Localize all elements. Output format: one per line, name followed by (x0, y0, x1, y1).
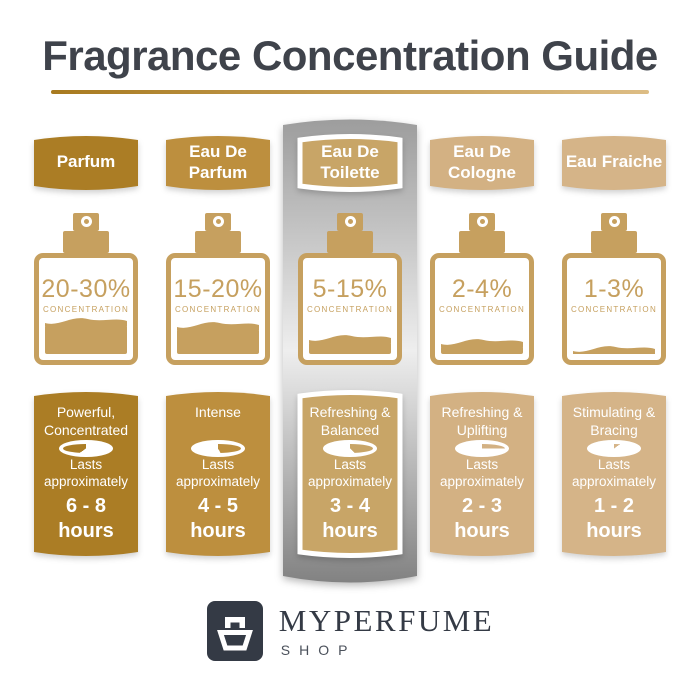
scent-quality: Intense (195, 403, 241, 420)
perfume-bottle-illustration: 15-20% CONCENTRATION (166, 212, 270, 365)
scent-quality: Refreshing & Balanced (309, 403, 391, 438)
spray-nozzle-icon (469, 212, 495, 231)
category-badge: Eau De Cologne (429, 131, 535, 195)
clock-pie-icon (455, 439, 509, 457)
scent-quality: Powerful, Concentrated (43, 403, 129, 438)
title-underline (51, 89, 649, 94)
clock-pie-icon (59, 439, 113, 457)
duration-card: Powerful, Concentrated Lasts approximate… (33, 388, 139, 560)
concentration-range: 20-30% (41, 274, 131, 303)
brand-logo-icon (206, 600, 263, 661)
column-eau-de-toilette: Eau De Toilette 5-15% CONCENTRATION Refr… (284, 131, 416, 560)
card-shape (166, 391, 270, 556)
liquid-fill (573, 345, 655, 354)
bottle-neck (591, 230, 637, 253)
badge-shape (562, 135, 666, 190)
concentration-range: 1-3% (583, 274, 645, 303)
lasts-label: Lasts approximately (571, 456, 657, 489)
concentration-label: CONCENTRATION (306, 304, 394, 314)
column-eau-de-parfum: Eau De Parfum 15-20% CONCENTRATION Inten… (152, 131, 284, 560)
column-parfum: Parfum 20-30% CONCENTRATION Powerful, Co… (20, 131, 152, 560)
card-shape (430, 391, 534, 556)
brand-name: MYPERFUME (278, 603, 495, 638)
badge-shape (430, 135, 534, 190)
column-eau-fraiche: Eau Fraiche 1-3% CONCENTRATION Stimulati… (548, 131, 680, 560)
perfume-bottle-illustration: 1-3% CONCENTRATION (562, 212, 666, 365)
spray-nozzle-icon (205, 212, 231, 231)
card-shape (34, 391, 138, 556)
column-eau-de-cologne: Eau De Cologne 2-4% CONCENTRATION Refres… (416, 131, 548, 560)
lasts-label: Lasts approximately (439, 456, 525, 489)
category-label: Eau Fraiche (565, 152, 663, 172)
bottle-body: 15-20% CONCENTRATION (166, 252, 270, 365)
duration-value: 2 - 3 hours (454, 494, 510, 542)
lasts-label: Lasts approximately (307, 456, 393, 489)
lasts-label: Lasts approximately (43, 456, 129, 489)
duration-card: Intense Lasts approximately 4 - 5 hours (165, 388, 271, 560)
category-label: Eau De Cologne (448, 141, 516, 182)
bottle-neck (195, 230, 241, 253)
scent-quality: Stimulating & Bracing (572, 403, 656, 438)
bottle-neck (459, 230, 505, 253)
duration-card: Stimulating & Bracing Lasts approximatel… (561, 388, 667, 560)
concentration-label: CONCENTRATION (438, 304, 526, 314)
duration-value: 6 - 8 hours (58, 494, 114, 542)
category-badge: Eau Fraiche (561, 131, 667, 195)
perfume-bottle-illustration: 2-4% CONCENTRATION (430, 212, 534, 365)
spray-nozzle-icon (337, 212, 363, 231)
perfume-bottle-illustration: 20-30% CONCENTRATION (34, 212, 138, 365)
bottle-body: 2-4% CONCENTRATION (430, 252, 534, 365)
bottle-body: 5-15% CONCENTRATION (298, 252, 402, 365)
scent-quality: Refreshing & Uplifting (441, 403, 523, 438)
concentration-range: 2-4% (451, 274, 513, 303)
liquid-fill (177, 321, 259, 354)
card-shape (297, 389, 403, 558)
brand-subtitle: SHOP (280, 642, 357, 658)
liquid-fill (309, 334, 391, 354)
duration-value: 4 - 5 hours (190, 494, 246, 542)
duration-value: 3 - 4 hours (322, 494, 378, 542)
concentration-label: CONCENTRATION (42, 304, 130, 314)
clock-pie-icon (587, 439, 641, 457)
badge-shape (34, 135, 138, 190)
page-title: Fragrance Concentration Guide (42, 32, 658, 79)
header: Fragrance Concentration Guide (0, 0, 700, 94)
duration-card: Refreshing & Balanced Lasts approximatel… (297, 388, 403, 560)
concentration-label: CONCENTRATION (570, 304, 658, 314)
bottle-body: 1-3% CONCENTRATION (562, 252, 666, 365)
columns-grid: Parfum 20-30% CONCENTRATION Powerful, Co… (20, 131, 680, 560)
category-badge: Parfum (33, 131, 139, 195)
footer-brand: MYPERFUME SHOP (0, 600, 700, 662)
liquid-fill (45, 317, 127, 354)
bottle-body: 20-30% CONCENTRATION (34, 252, 138, 365)
badge-shape (297, 133, 403, 192)
spray-nozzle-icon (73, 212, 99, 231)
card-shape (562, 391, 666, 556)
category-badge: Eau De Toilette (297, 131, 403, 195)
spray-nozzle-icon (601, 212, 627, 231)
concentration-range: 5-15% (312, 274, 388, 303)
concentration-label: CONCENTRATION (174, 304, 262, 314)
category-badge: Eau De Parfum (165, 131, 271, 195)
clock-pie-icon (323, 439, 377, 457)
category-label: Eau De Parfum (188, 141, 248, 182)
category-label: Parfum (56, 152, 116, 172)
duration-card: Refreshing & Uplifting Lasts approximate… (429, 388, 535, 560)
bottle-neck (63, 230, 109, 253)
badge-shape (166, 135, 270, 190)
liquid-fill (441, 338, 523, 354)
lasts-label: Lasts approximately (175, 456, 261, 489)
clock-pie-icon (191, 439, 245, 457)
perfume-bottle-illustration: 5-15% CONCENTRATION (298, 212, 402, 365)
concentration-range: 15-20% (173, 274, 263, 303)
duration-value: 1 - 2 hours (586, 494, 642, 542)
bottle-neck (327, 230, 373, 253)
category-label: Eau De Toilette (320, 141, 380, 182)
